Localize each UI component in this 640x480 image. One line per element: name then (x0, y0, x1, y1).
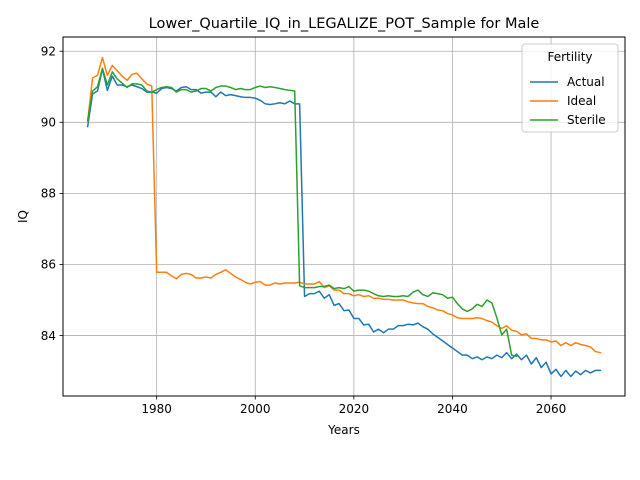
axis-ticks: 1980 2000 2020 2040 2060 84 86 88 90 92 (41, 44, 567, 416)
legend-entries: Actual Ideal Sterile (530, 75, 606, 127)
legend-label-sterile: Sterile (567, 113, 606, 127)
legend-box (521, 43, 619, 133)
series-line-sterile (86, 67, 518, 358)
x-tick-label: 2020 (339, 402, 370, 416)
y-tick-label: 84 (41, 329, 56, 343)
x-tick-label: 2040 (437, 402, 468, 416)
y-axis-label: IQ (16, 210, 30, 223)
y-tick-label: 86 (41, 258, 56, 272)
plot-frame (62, 36, 626, 397)
series-lines (86, 56, 602, 378)
y-tick-label: 88 (41, 187, 56, 201)
y-tick-label: 90 (41, 116, 56, 130)
legend-title: Fertility (547, 50, 592, 64)
series-line-ideal (86, 56, 602, 354)
legend: Fertility Actual Ideal Sterile (521, 43, 619, 133)
x-tick-label: 2060 (536, 402, 567, 416)
legend-label-actual: Actual (567, 75, 605, 89)
x-tick-label: 1980 (141, 402, 172, 416)
x-axis-label: Years (327, 423, 360, 437)
legend-label-ideal: Ideal (567, 94, 596, 108)
y-tick-label: 92 (41, 44, 56, 58)
chart-title: Lower_Quartile_IQ_in_LEGALIZE_POT_Sample… (149, 16, 540, 32)
x-tick-label: 2000 (240, 402, 271, 416)
